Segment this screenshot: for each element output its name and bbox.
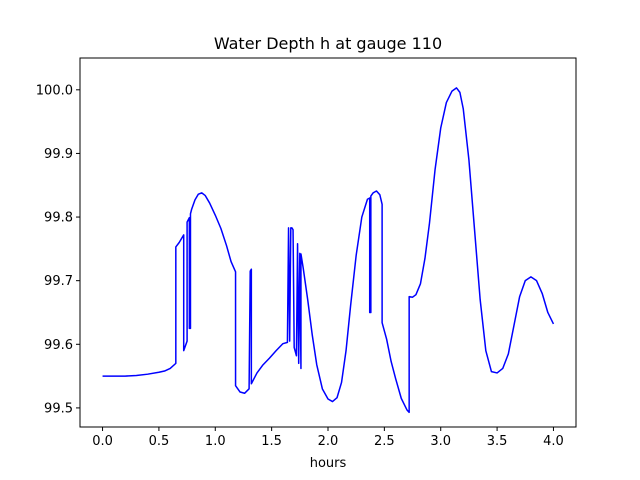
y-tick-label: 99.6 bbox=[44, 338, 73, 353]
x-axis: 0.0 0.5 1.0 1.5 2.0 2.5 3.0 3.5 4.0 bbox=[92, 427, 564, 449]
x-axis-label: hours bbox=[310, 456, 347, 471]
x-tick-label: 4.0 bbox=[543, 434, 564, 449]
x-tick-label: 1.0 bbox=[205, 434, 226, 449]
x-tick-label: 3.5 bbox=[487, 434, 508, 449]
x-tick-label: 3.0 bbox=[430, 434, 451, 449]
x-tick-label: 0.5 bbox=[149, 434, 170, 449]
y-tick-label: 99.5 bbox=[44, 401, 73, 416]
y-tick-label: 100.0 bbox=[36, 83, 73, 98]
y-tick-label: 99.9 bbox=[44, 147, 73, 162]
plot-area bbox=[102, 87, 555, 414]
x-tick-label: 1.5 bbox=[261, 434, 282, 449]
series-line-0 bbox=[102, 87, 555, 414]
x-tick-label: 2.5 bbox=[374, 434, 395, 449]
axes-frame bbox=[79, 57, 577, 428]
y-axis: 99.5 99.6 99.7 99.8 99.9 100.0 bbox=[36, 83, 80, 416]
x-tick-label: 2.0 bbox=[318, 434, 339, 449]
chart-title: Water Depth h at gauge 110 bbox=[214, 34, 442, 53]
x-tick-label: 0.0 bbox=[92, 434, 113, 449]
y-tick-label: 99.7 bbox=[44, 274, 73, 289]
y-tick-label: 99.8 bbox=[44, 211, 73, 226]
